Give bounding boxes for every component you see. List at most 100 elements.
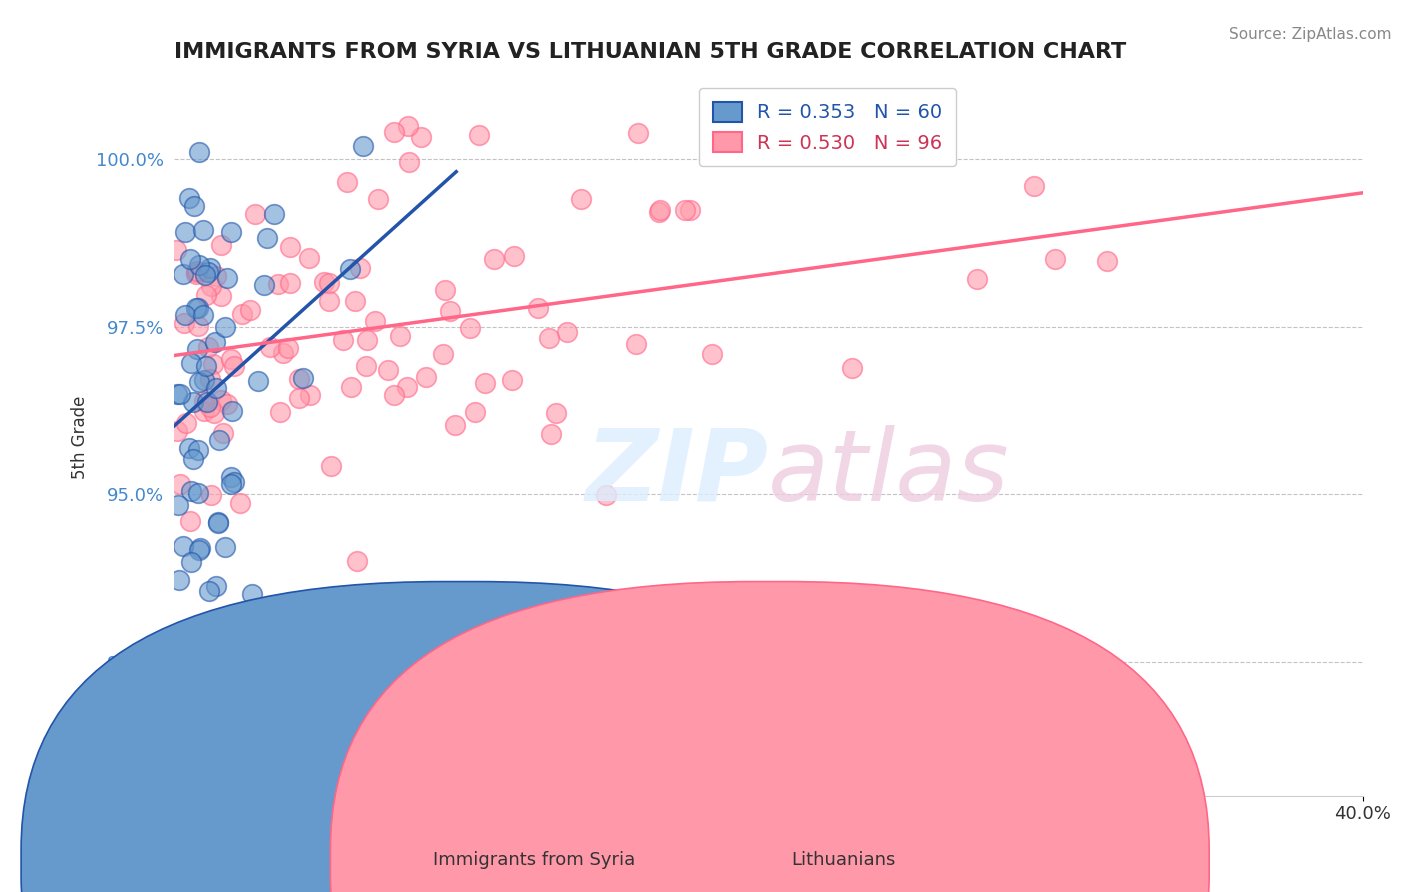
- Lithuanians: [443, 418, 465, 433]
- Lithuanians: [1045, 252, 1067, 266]
- Lithuanians: [298, 388, 321, 402]
- Lithuanians: [200, 488, 222, 502]
- Immigrants from Syria: [187, 258, 209, 272]
- Lithuanians: [269, 405, 291, 419]
- Lithuanians: [195, 287, 218, 301]
- Immigrants from Syria: [221, 403, 243, 417]
- Lithuanians: [377, 363, 399, 377]
- Text: IMMIGRANTS FROM SYRIA VS LITHUANIAN 5TH GRADE CORRELATION CHART: IMMIGRANTS FROM SYRIA VS LITHUANIAN 5TH …: [174, 42, 1126, 62]
- Lithuanians: [222, 359, 245, 374]
- Immigrants from Syria: [172, 267, 194, 281]
- Immigrants from Syria: [180, 356, 202, 370]
- Lithuanians: [432, 346, 454, 360]
- Lithuanians: [193, 403, 215, 417]
- Immigrants from Syria: [169, 387, 191, 401]
- Immigrants from Syria: [174, 308, 197, 322]
- Immigrants from Syria: [204, 334, 226, 349]
- Lithuanians: [647, 204, 669, 219]
- Immigrants from Syria: [208, 433, 231, 447]
- Lithuanians: [336, 175, 359, 189]
- Legend: R = 0.353   N = 60, R = 0.530   N = 96: R = 0.353 N = 60, R = 0.530 N = 96: [699, 88, 956, 166]
- Lithuanians: [367, 192, 389, 206]
- Immigrants from Syria: [184, 301, 207, 315]
- Immigrants from Syria: [214, 319, 236, 334]
- Lithuanians: [179, 514, 201, 528]
- Lithuanians: [278, 240, 301, 254]
- Lithuanians: [186, 264, 208, 278]
- Immigrants from Syria: [221, 476, 243, 491]
- Immigrants from Syria: [181, 395, 204, 409]
- Lithuanians: [474, 376, 496, 391]
- Lithuanians: [702, 347, 724, 361]
- Immigrants from Syria: [176, 643, 198, 657]
- Immigrants from Syria: [179, 252, 201, 267]
- Lithuanians: [212, 426, 235, 441]
- Lithuanians: [1095, 253, 1118, 268]
- Lithuanians: [1022, 179, 1045, 194]
- Lithuanians: [349, 260, 371, 275]
- Immigrants from Syria: [263, 207, 285, 221]
- Lithuanians: [527, 301, 550, 316]
- Lithuanians: [267, 277, 290, 291]
- Lithuanians: [340, 380, 363, 394]
- Immigrants from Syria: [188, 542, 211, 557]
- Lithuanians: [595, 488, 617, 502]
- Lithuanians: [354, 359, 377, 374]
- Lithuanians: [555, 325, 578, 339]
- Immigrants from Syria: [188, 541, 211, 555]
- Text: ZIP: ZIP: [585, 425, 768, 522]
- Lithuanians: [215, 397, 238, 411]
- Lithuanians: [318, 293, 340, 308]
- Lithuanians: [382, 126, 405, 140]
- Lithuanians: [287, 372, 309, 386]
- Lithuanians: [409, 130, 432, 145]
- Immigrants from Syria: [180, 484, 202, 499]
- Lithuanians: [434, 283, 457, 297]
- Immigrants from Syria: [172, 539, 194, 553]
- Immigrants from Syria: [215, 271, 238, 285]
- Lithuanians: [318, 276, 340, 290]
- Lithuanians: [288, 392, 311, 406]
- Immigrants from Syria: [197, 265, 219, 279]
- Lithuanians: [166, 424, 188, 438]
- Lithuanians: [439, 304, 461, 318]
- Immigrants from Syria: [198, 583, 221, 598]
- Immigrants from Syria: [207, 515, 229, 529]
- Lithuanians: [184, 267, 207, 281]
- Lithuanians: [173, 316, 195, 330]
- Lithuanians: [648, 202, 671, 217]
- Lithuanians: [200, 401, 222, 415]
- Immigrants from Syria: [219, 469, 242, 483]
- Lithuanians: [388, 329, 411, 343]
- Lithuanians: [229, 496, 252, 510]
- Immigrants from Syria: [187, 442, 209, 457]
- Y-axis label: 5th Grade: 5th Grade: [72, 395, 89, 479]
- Lithuanians: [209, 237, 232, 252]
- Immigrants from Syria: [339, 262, 361, 277]
- Immigrants from Syria: [291, 371, 314, 385]
- Lithuanians: [238, 303, 260, 318]
- Lithuanians: [271, 345, 294, 359]
- Lithuanians: [200, 279, 222, 293]
- Immigrants from Syria: [205, 381, 228, 395]
- Immigrants from Syria: [194, 359, 217, 373]
- Immigrants from Syria: [174, 225, 197, 239]
- Immigrants from Syria: [167, 498, 190, 512]
- Lithuanians: [314, 275, 336, 289]
- Lithuanians: [198, 372, 221, 386]
- Immigrants from Syria: [193, 373, 215, 387]
- Lithuanians: [398, 155, 420, 169]
- Lithuanians: [243, 207, 266, 221]
- Text: Immigrants from Syria: Immigrants from Syria: [433, 851, 636, 869]
- Lithuanians: [184, 265, 207, 279]
- Lithuanians: [678, 203, 700, 218]
- Lithuanians: [169, 477, 191, 491]
- Immigrants from Syria: [181, 452, 204, 467]
- Lithuanians: [298, 251, 321, 265]
- Lithuanians: [319, 459, 342, 474]
- Immigrants from Syria: [214, 540, 236, 554]
- Lithuanians: [841, 360, 863, 375]
- Immigrants from Syria: [183, 199, 205, 213]
- Text: atlas: atlas: [768, 425, 1010, 522]
- Lithuanians: [546, 406, 568, 420]
